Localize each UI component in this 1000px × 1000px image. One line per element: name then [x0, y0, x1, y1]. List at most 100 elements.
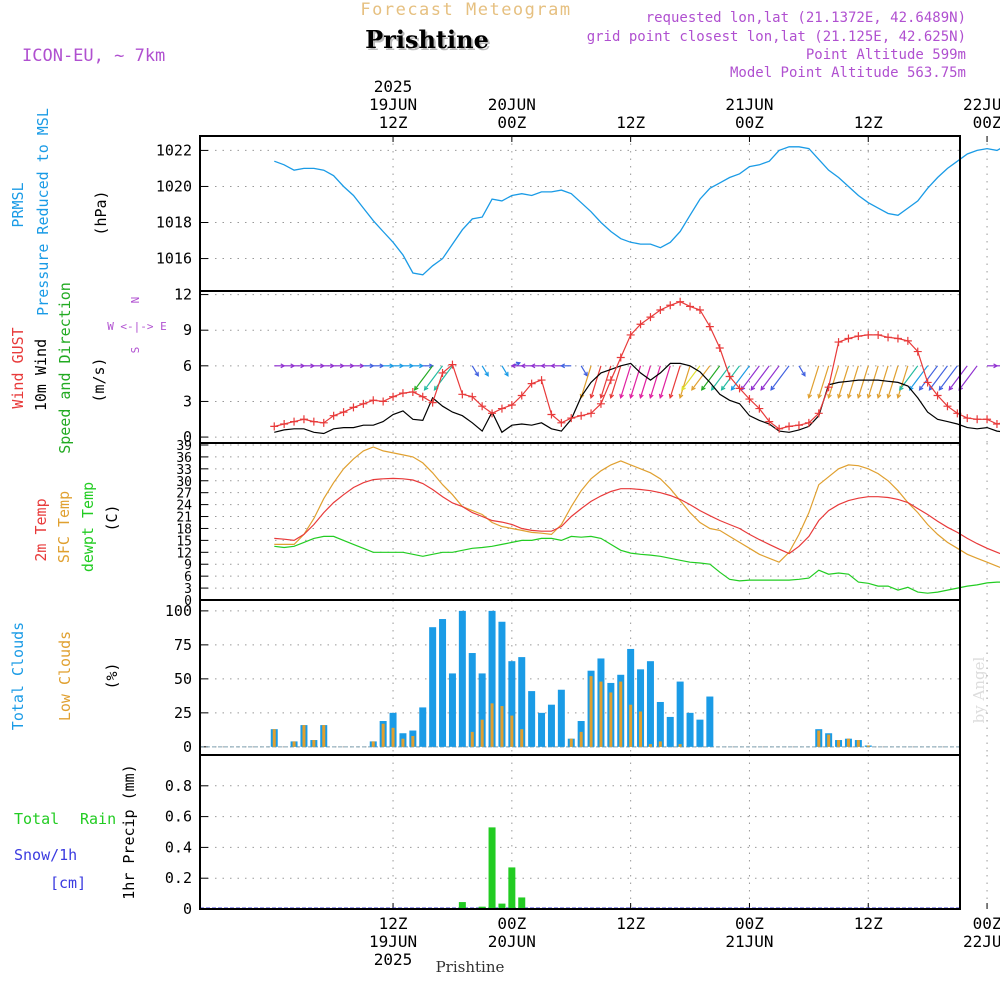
- wind-arrow: [639, 365, 652, 398]
- wind-arrow: [818, 365, 830, 398]
- low-cloud-bar: [272, 729, 276, 747]
- total-cloud-bar: [468, 653, 476, 747]
- wind-gust-marker: [636, 320, 645, 329]
- wind-arrow-head: [691, 385, 696, 391]
- low-cloud-bar: [837, 740, 841, 747]
- low-cloud-bar: [569, 738, 573, 747]
- wind-arrow: [414, 365, 434, 391]
- total-cloud-bar: [498, 621, 506, 747]
- wind-arrow-head: [770, 385, 775, 391]
- compass-we: W <-|-> E: [107, 320, 167, 333]
- low-cloud-bar: [500, 706, 504, 747]
- low-cloud-bar: [678, 744, 682, 747]
- wind-gust-marker: [596, 399, 605, 408]
- wind-arrow: [649, 365, 661, 398]
- total-cloud-bar: [419, 707, 427, 747]
- wind-arrow-head: [918, 385, 924, 391]
- wind-arrow: [877, 365, 889, 398]
- wind-gust-marker: [755, 404, 764, 413]
- temp-unit: (C): [103, 504, 121, 531]
- wind-arrow-head: [938, 385, 944, 391]
- ytick-label: 36: [176, 451, 192, 466]
- temp-labels: 2m Temp SFC Temp dewpt Temp (C): [32, 482, 121, 572]
- subtitle: Forecast Meteogram: [360, 0, 571, 20]
- wind-arrow: [928, 365, 948, 391]
- top-time-label: 12Z: [854, 113, 883, 132]
- wind-arrow: [827, 365, 840, 398]
- wind-arrow-head: [720, 385, 726, 391]
- total-cloud-bar: [627, 648, 635, 747]
- wind-gust-markers: [270, 297, 1000, 433]
- ytick-label: 21: [176, 511, 192, 526]
- wind-gust-marker: [616, 353, 625, 362]
- low-cloud-bar: [312, 740, 316, 747]
- wind-gust-marker: [507, 401, 516, 409]
- wind-arrow: [857, 365, 869, 398]
- ytick-label: 0: [183, 900, 192, 918]
- wind-gust-marker: [992, 420, 1000, 428]
- wind-gust-marker: [329, 411, 338, 420]
- top-time-label: 21JUN: [725, 95, 773, 114]
- model-altitude: Model Point Altitude 563.75m: [730, 65, 966, 81]
- cloud-bars: [200, 610, 960, 748]
- low-cloud-bar: [490, 703, 494, 747]
- wind-gust-marker: [398, 389, 407, 398]
- wind-arrow: [681, 365, 701, 391]
- ytick-label: 25: [174, 704, 192, 722]
- wind-gust-marker: [844, 334, 853, 343]
- wind-gust-marker: [705, 322, 714, 331]
- wind-arrow-head: [801, 371, 806, 377]
- wind-gust-marker: [695, 306, 704, 314]
- wind-arrow-head: [619, 393, 624, 400]
- wind-arrow: [481, 365, 489, 377]
- top-time-label: 00Z: [497, 113, 526, 132]
- total-cloud-bar: [656, 701, 664, 747]
- pressure-unit: (hPa): [92, 190, 110, 235]
- wind-arrow: [580, 365, 592, 398]
- total-cloud-bar: [429, 627, 437, 747]
- wind-gust-marker: [884, 333, 893, 342]
- low-cloud-bar: [401, 738, 405, 747]
- ytick-label: 75: [174, 636, 192, 654]
- panel-0: 1016 1018 1020 1022: [156, 136, 988, 291]
- wind-gust-marker: [606, 376, 615, 385]
- wind-arrow-head: [908, 385, 914, 391]
- wind-gust-marker: [478, 402, 487, 411]
- low-cloud-bar: [629, 704, 633, 747]
- ytick-label: 9: [184, 558, 192, 573]
- wind-gust-marker: [963, 414, 972, 423]
- wind-gust-marker: [864, 330, 873, 339]
- wind-gust-marker: [824, 383, 833, 392]
- wind-gust-marker: [587, 409, 596, 418]
- wind-arrow-head: [760, 385, 766, 391]
- bottom-time-label: 00Z: [973, 914, 1000, 933]
- wind-arrow: [730, 365, 750, 391]
- top-time-label: 2025: [374, 77, 413, 96]
- wind-gust-marker: [735, 384, 744, 393]
- low-cloud-bar: [866, 745, 870, 747]
- wind-gust-marker: [468, 392, 477, 401]
- wind-arrow-head: [658, 393, 664, 400]
- bottom-time-label: 22JUN: [963, 932, 1000, 951]
- wind-gust-marker: [517, 391, 526, 400]
- wind-direction-arrows: [274, 361, 1000, 400]
- cloud-total-label: Total Clouds: [9, 622, 27, 730]
- wind-arrow-head: [428, 363, 435, 369]
- total-cloud-bar: [557, 689, 565, 747]
- wind-10m-label: 10m Wind: [32, 339, 50, 411]
- bottom-time-label: 00Z: [497, 914, 526, 933]
- cloud-labels: Total Clouds Low Clouds (%): [9, 622, 121, 730]
- bottom-time-label: 12Z: [854, 914, 883, 933]
- wind-arrow: [867, 365, 879, 398]
- gridpoint-location: grid point closest lon,lat (21.125E, 42.…: [587, 29, 966, 45]
- wind-arrow-head: [898, 385, 904, 391]
- wind-dir-label: Speed and Direction: [56, 282, 74, 454]
- ytick-label: 100: [165, 602, 192, 620]
- wind-arrow-head: [510, 363, 516, 369]
- wind-arrow: [610, 365, 622, 398]
- wind-gust-marker: [913, 347, 922, 356]
- wind-gust-marker: [497, 404, 506, 413]
- wind-arrow-head: [710, 385, 716, 391]
- compass-south: S: [129, 347, 142, 354]
